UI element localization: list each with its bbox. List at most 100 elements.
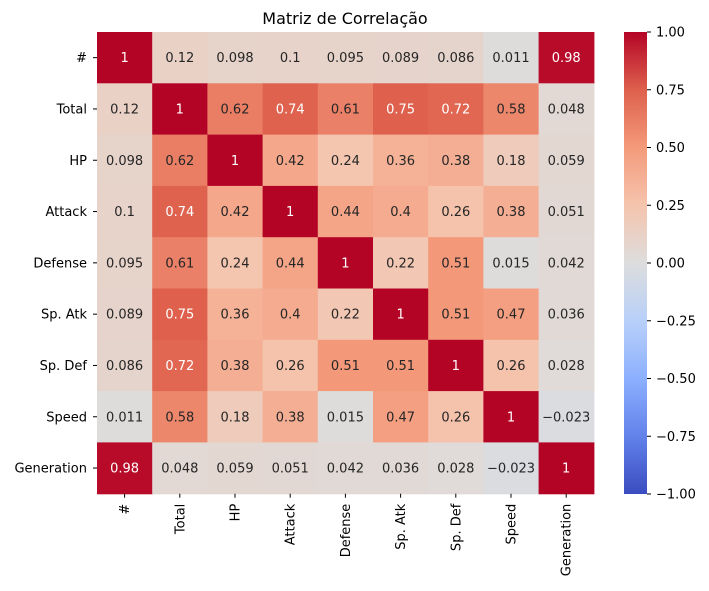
heatmap-cell-label: 0.72 — [441, 102, 470, 117]
colorbar-tick-label: −1.00 — [656, 488, 696, 503]
heatmap-cell — [317, 134, 374, 187]
heatmap-cell-label: 0.4 — [390, 205, 411, 220]
heatmap-cell — [317, 339, 374, 392]
heatmap-cell-label: 0.75 — [386, 102, 415, 117]
y-tick-label: Sp. Atk — [41, 308, 88, 323]
heatmap-cell-label: 0.51 — [331, 359, 360, 374]
heatmap-cell — [538, 83, 595, 136]
heatmap-cell-label: 0.98 — [552, 51, 581, 66]
heatmap-cell-label: 0.38 — [221, 359, 250, 374]
y-tick-label: Generation — [14, 462, 87, 477]
heatmap-cell — [152, 237, 208, 290]
heatmap-cell-labels: 1 0.12 0.098 0.1 0.095 0.089 0.086 0.011 0.98 0.1… — [106, 51, 590, 476]
heatmap-cell — [538, 339, 595, 392]
heatmap-cell-label: 0.36 — [386, 154, 415, 169]
y-tick-label: Speed — [46, 410, 87, 425]
heatmap-cell-label: 0.26 — [276, 359, 305, 374]
y-tick-label: Attack — [45, 205, 87, 220]
colorbar-tick-label: 0.00 — [656, 257, 685, 272]
heatmap-cell-label: 0.089 — [382, 51, 419, 66]
heatmap-cell — [152, 83, 208, 136]
heatmap-cell-label: 1 — [286, 205, 294, 220]
x-tick-label: Generation — [560, 504, 575, 577]
heatmap-cell — [428, 83, 484, 136]
heatmap-cell — [152, 32, 208, 84]
heatmap-cell-label: 0.12 — [110, 102, 139, 117]
heatmap-cell-label: 0.44 — [276, 256, 305, 271]
heatmap-cell — [538, 288, 595, 341]
heatmap-cell — [483, 32, 540, 84]
y-tick-label: HP — [69, 154, 87, 169]
heatmap-cell-label: 0.26 — [441, 410, 470, 425]
heatmap-cell — [483, 83, 540, 136]
heatmap-cell-label: 1 — [231, 154, 239, 169]
heatmap-cell — [373, 185, 429, 238]
heatmap-cell-label: 0.42 — [221, 205, 250, 220]
heatmap-cell — [538, 442, 595, 495]
heatmap-cell-label: 0.048 — [548, 102, 585, 117]
y-tick-label: # — [76, 51, 87, 66]
heatmap-cell — [483, 442, 540, 495]
colorbar-tick-label: 0.25 — [656, 199, 685, 214]
heatmap-cell-label: 0.44 — [331, 205, 360, 220]
heatmap-cell-label: 0.028 — [437, 462, 474, 477]
heatmap-cell — [538, 32, 595, 84]
heatmap-cell — [373, 32, 429, 84]
heatmap-cell-label: 1 — [120, 51, 128, 66]
x-tick-label: Speed — [505, 504, 520, 545]
heatmap-cell-label: 0.086 — [106, 359, 143, 374]
heatmap-cell-label: 1 — [507, 410, 515, 425]
heatmap-cell — [538, 237, 595, 290]
heatmap-cell — [538, 391, 595, 443]
heatmap-cell — [428, 237, 484, 290]
heatmap-cell — [373, 339, 429, 392]
heatmap-cell-label: 0.048 — [161, 462, 198, 477]
heatmap-cell — [207, 134, 264, 187]
heatmap-cell — [373, 237, 429, 290]
heatmap-cell — [97, 288, 153, 341]
heatmap-cell — [483, 185, 540, 238]
y-tick-label: Sp. Def — [40, 359, 88, 374]
heatmap-cell — [152, 185, 208, 238]
heatmap-cell-label: 0.47 — [386, 410, 415, 425]
heatmap-cell — [483, 288, 540, 341]
heatmap-cell-label: 1 — [452, 359, 460, 374]
y-axis-tick-labels: # Total HP Attack Defense Sp. Atk Sp. Def Speed… — [14, 51, 97, 477]
colorbar-tick-label: −0.75 — [656, 430, 696, 445]
heatmap-cell — [97, 32, 153, 84]
colorbar-tick-label: 0.50 — [656, 141, 685, 156]
colorbar-tick-label: 1.00 — [656, 26, 685, 41]
heatmap-cell-label: 0.015 — [327, 410, 364, 425]
heatmap-cell-label: 0.26 — [497, 359, 526, 374]
heatmap-cell — [152, 134, 208, 187]
heatmap-cell-label: 0.61 — [165, 256, 194, 271]
y-tick-label: Total — [56, 102, 87, 117]
heatmap-cell-label: 0.36 — [221, 308, 250, 323]
x-tick-label: Sp. Def — [449, 503, 464, 551]
heatmap-cell — [152, 442, 208, 495]
heatmap-cell — [207, 237, 264, 290]
heatmap-cell — [97, 185, 153, 238]
heatmap-cell-label: 0.028 — [548, 359, 585, 374]
heatmap-cell — [97, 442, 153, 495]
colorbar-tick-label: 0.75 — [656, 83, 685, 98]
heatmap-cell-label: 0.38 — [497, 205, 526, 220]
heatmap-cell-label: 0.1 — [114, 205, 135, 220]
heatmap-cell-label: 0.22 — [331, 308, 360, 323]
heatmap-cell — [483, 134, 540, 187]
heatmap-cell-label: 0.75 — [165, 308, 194, 323]
heatmap-cell — [262, 83, 319, 136]
colorbar — [624, 32, 647, 494]
heatmap-cell-label: 0.089 — [106, 308, 143, 323]
heatmap-cell — [97, 83, 153, 136]
heatmap-cell-label: 0.74 — [276, 102, 305, 117]
heatmap-cell-label: 1 — [396, 308, 404, 323]
heatmap-cell-label: 1 — [562, 462, 570, 477]
heatmap-cell — [97, 339, 153, 392]
heatmap-cell — [262, 442, 319, 495]
heatmap-cell-label: 0.51 — [441, 308, 470, 323]
heatmap-cell — [207, 442, 264, 495]
heatmap-cell — [373, 83, 429, 136]
heatmap-cell — [207, 83, 264, 136]
heatmap-cell-label: 0.4 — [280, 308, 301, 323]
